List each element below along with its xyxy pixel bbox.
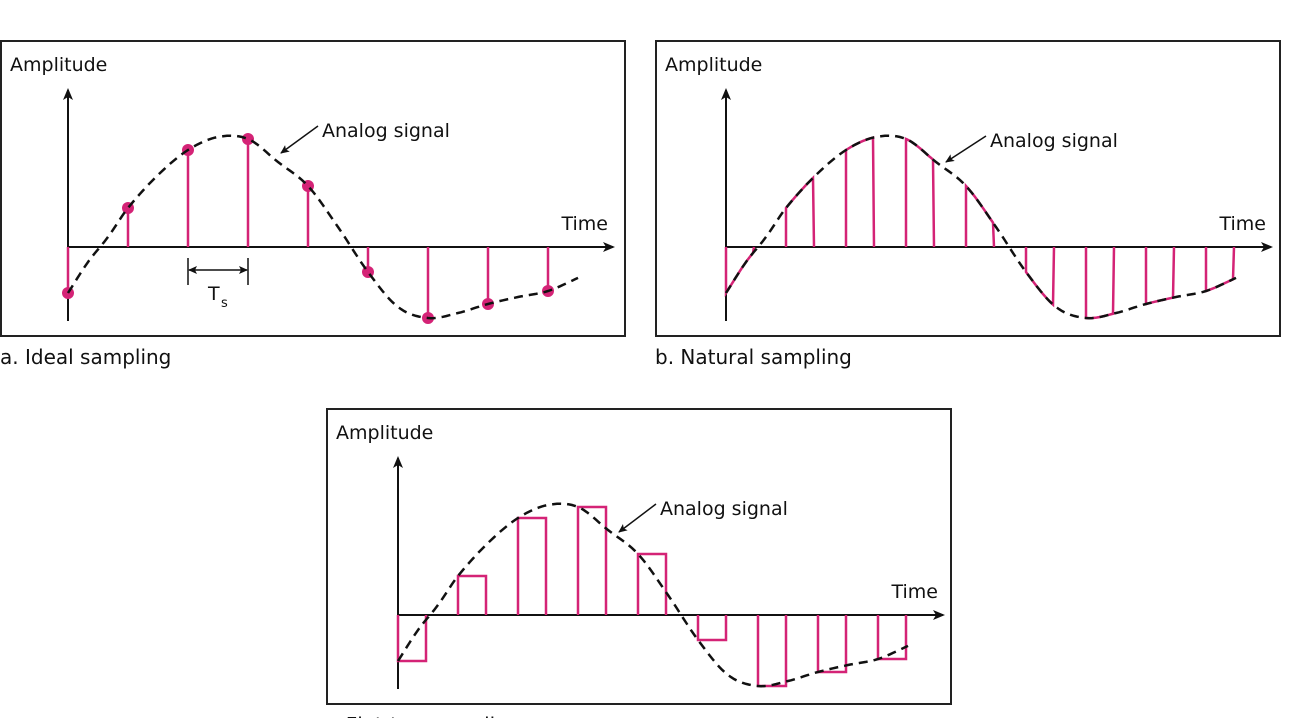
y-axis-label: Amplitude <box>336 422 433 444</box>
sample-pulse <box>876 615 908 661</box>
panel-c: Amplitude Time Analog signal c. Flat-top sa… <box>322 408 952 718</box>
sample-pulse <box>696 615 728 642</box>
analog-signal-curve <box>396 502 909 688</box>
analog-signal-label: Analog signal <box>660 498 788 520</box>
y-axis-label: Amplitude <box>10 54 107 76</box>
panel-caption: c. Flat-top sampling <box>322 713 521 718</box>
period-subscript: s <box>221 296 228 311</box>
signal-label-arrow <box>945 135 987 163</box>
sample-pulse <box>576 505 608 615</box>
sample-point <box>242 133 254 145</box>
sample-pulse <box>516 516 548 615</box>
signal-label-arrow <box>280 125 319 154</box>
analog-signal-label: Analog signal <box>990 130 1118 152</box>
x-axis-label: Time <box>1219 213 1267 235</box>
period-label: T <box>207 283 220 305</box>
analog-signal-curve <box>66 134 579 320</box>
sample-pulse <box>816 615 848 674</box>
y-axis-label: Amplitude <box>665 54 762 76</box>
signal-label-arrow <box>618 503 657 533</box>
sample-pulse <box>636 552 668 615</box>
x-axis-label: Time <box>891 581 939 603</box>
sample-pulse <box>456 574 488 615</box>
panel-caption: a. Ideal sampling <box>0 345 171 369</box>
analog-signal-curve <box>724 134 1237 320</box>
sample-pulse <box>904 137 936 248</box>
analog-signal-label: Analog signal <box>322 120 450 142</box>
panel-caption: b. Natural sampling <box>655 345 852 369</box>
panel-a: Amplitude Time Analog signal T s a. Ideal sam… <box>0 40 626 369</box>
x-axis-label: Time <box>561 213 609 235</box>
panel-b: Amplitude Time Analog signal b. Natural sam… <box>655 40 1281 369</box>
sample-pulse <box>396 615 428 663</box>
